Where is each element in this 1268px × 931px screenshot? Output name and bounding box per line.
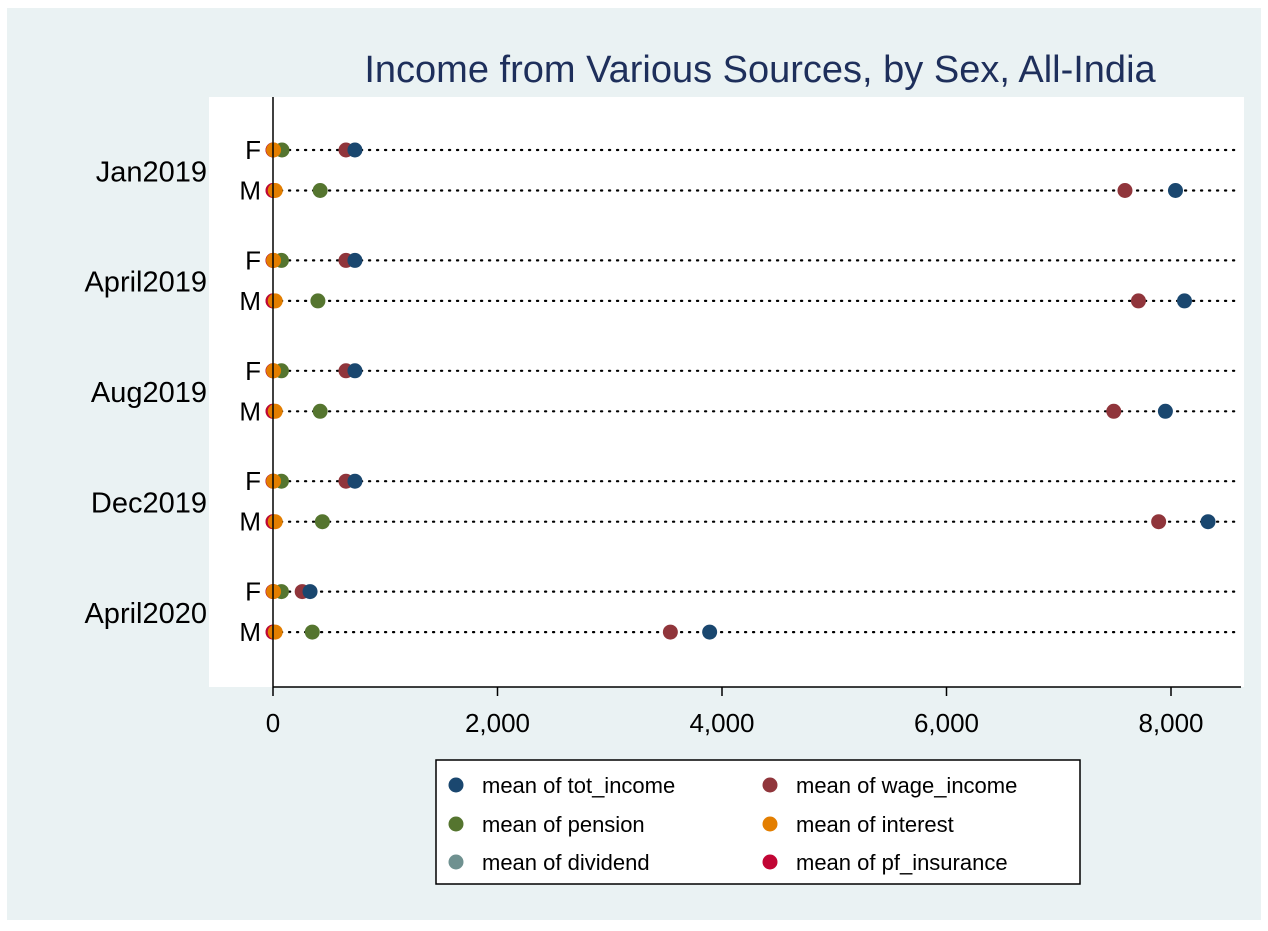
legend-label: mean of wage_income — [796, 773, 1017, 798]
x-axis: 0 2,000 4,000 6,000 8,000 — [266, 97, 1241, 738]
legend-label: mean of interest — [796, 812, 954, 837]
group-label: Aug2019 — [91, 377, 207, 409]
x-tick-label: 6,000 — [914, 708, 979, 738]
marker-wage-income — [1117, 183, 1133, 198]
row-label: M — [239, 286, 261, 316]
marker-tot-income — [347, 252, 363, 268]
marker-interest — [267, 183, 283, 198]
marker-pension — [314, 514, 330, 530]
marker-wage-income — [1106, 403, 1122, 419]
legend-box — [435, 759, 1081, 885]
marker-wage-income — [1130, 293, 1146, 309]
group-2: Aug2019 FM — [91, 356, 1238, 426]
legend-item-dividend: mean of dividend — [448, 850, 650, 875]
marker-interest — [267, 403, 283, 419]
marker-tot-income — [1200, 514, 1216, 530]
chart-title: Income from Various Sources, by Sex, All… — [364, 49, 1156, 91]
legend-marker — [762, 777, 778, 793]
marker-tot-income — [347, 363, 363, 379]
legend-label: mean of pf_insurance — [796, 850, 1008, 875]
row-label: F — [245, 135, 261, 165]
marker-pension — [312, 403, 328, 419]
x-tick-label: 0 — [266, 708, 280, 738]
legend-label: mean of pension — [482, 812, 645, 837]
group-3: Dec2019 FM — [91, 466, 1238, 537]
marker-tot-income — [702, 624, 718, 640]
row-label: M — [239, 176, 261, 206]
marker-tot-income — [1167, 183, 1183, 198]
group-label: Dec2019 — [91, 487, 207, 519]
legend-marker — [448, 854, 464, 870]
legend: mean of tot_income mean of wage_incomemea… — [435, 759, 1081, 885]
marker-pension — [304, 624, 320, 640]
legend-marker — [762, 816, 778, 832]
marker-interest — [267, 293, 283, 309]
legend-label: mean of dividend — [482, 850, 650, 875]
legend-item-interest: mean of interest — [762, 812, 954, 837]
marker-pension — [312, 183, 328, 198]
group-label: April2019 — [84, 267, 207, 299]
marker-tot-income — [347, 473, 363, 489]
row-label: F — [245, 577, 261, 607]
legend-marker — [448, 816, 464, 832]
legend-item-pension: mean of pension — [448, 812, 645, 837]
row-label: F — [245, 356, 261, 386]
row-label: M — [239, 507, 261, 537]
x-tick-label: 8,000 — [1138, 708, 1203, 738]
legend-item-wage-income: mean of wage_income — [762, 773, 1017, 798]
row-label: M — [239, 396, 261, 426]
marker-wage-income — [1151, 514, 1167, 530]
legend-marker — [448, 777, 464, 793]
plot-area — [209, 97, 1244, 687]
marker-interest — [267, 624, 283, 640]
marker-tot-income — [347, 142, 363, 158]
x-tick-label: 4,000 — [689, 708, 754, 738]
marker-tot-income — [1157, 403, 1173, 419]
marker-interest — [267, 514, 283, 530]
row-label: M — [239, 617, 261, 647]
marker-tot-income — [1176, 293, 1192, 309]
group-label: Jan2019 — [96, 156, 207, 188]
legend-label: mean of tot_income — [482, 773, 675, 798]
marker-tot-income — [302, 584, 318, 600]
marker-pension — [310, 293, 326, 309]
row-label: F — [245, 245, 261, 275]
group-0: Jan2019 FM — [96, 135, 1238, 206]
group-label: April2020 — [84, 598, 207, 630]
legend-item-pf-insurance: mean of pf_insurance — [762, 850, 1008, 875]
x-tick-label: 2,000 — [465, 708, 530, 738]
legend-marker — [762, 854, 778, 870]
row-label: F — [245, 466, 261, 496]
legend-item-tot-income: mean of tot_income — [448, 773, 675, 798]
marker-wage-income — [662, 624, 678, 640]
